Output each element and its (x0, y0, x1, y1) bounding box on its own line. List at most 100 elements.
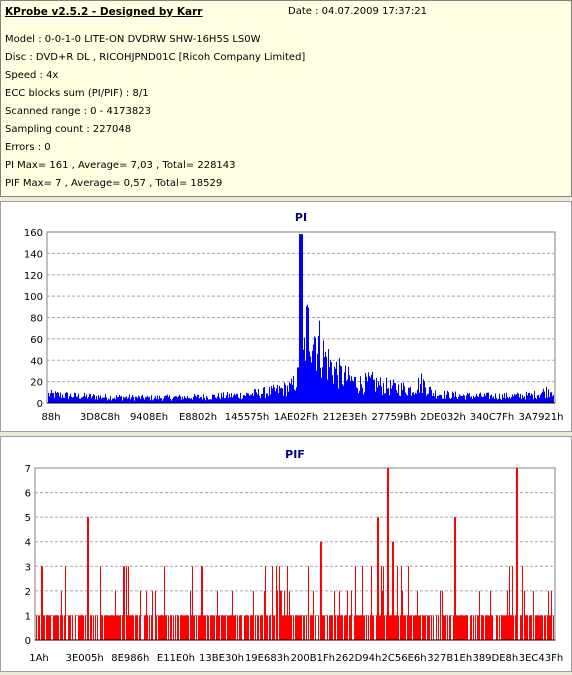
pi-bar (268, 396, 269, 403)
pi-bar (87, 398, 88, 403)
pif-bar (354, 615, 355, 640)
pif-bar (178, 615, 179, 640)
pi-bar (62, 394, 63, 403)
pi-bar (333, 383, 334, 403)
pif-bar (285, 615, 286, 640)
pi-bar (435, 390, 436, 403)
pif-bar (429, 615, 430, 640)
pi-bar (145, 397, 146, 403)
pi-bar (63, 397, 64, 403)
pif-bar (253, 590, 254, 640)
pif-bar (531, 615, 532, 640)
pi-bar (439, 395, 440, 403)
pif-bar (496, 615, 497, 640)
pi-bar (431, 390, 432, 403)
pif-bar (247, 615, 248, 640)
pif-bar (346, 615, 347, 640)
pi-bar (79, 398, 80, 403)
pi-bar (109, 399, 110, 403)
pi-bar (182, 396, 183, 403)
speed-line: Speed : 4x (5, 70, 59, 81)
pif-bar (262, 615, 263, 640)
pi-bar (259, 395, 260, 403)
pif-bar (221, 615, 222, 640)
pif-bar (183, 615, 184, 640)
pi-bar (491, 394, 492, 403)
pi-bar (302, 234, 303, 403)
pi-bar (535, 397, 536, 403)
pif-bar (269, 615, 270, 640)
pi-bar (448, 392, 449, 403)
pif-bar (135, 615, 136, 640)
pi-bar (530, 395, 531, 403)
pif-bar (283, 615, 284, 640)
pif-bar (170, 615, 171, 640)
pif-bar (266, 615, 267, 640)
y-tick-label: 5 (25, 513, 31, 524)
pif-bar (501, 615, 502, 640)
pi-bar (209, 399, 210, 403)
pif-bar (79, 615, 80, 640)
pi-bar (548, 389, 549, 403)
errors-line: Errors : 0 (5, 142, 51, 153)
pi-bar (378, 381, 379, 403)
pif-bar (139, 615, 140, 640)
pif-bar (83, 615, 84, 640)
pi-bar (550, 392, 551, 403)
pif-bar (106, 615, 107, 640)
pi-bar (73, 396, 74, 403)
pi-bar (329, 367, 330, 403)
pi-bar (57, 391, 58, 403)
pi-bar (334, 366, 335, 403)
pif-bar (323, 615, 324, 640)
pi-bar (158, 399, 159, 403)
pi-bar (83, 396, 84, 403)
pi-bar (269, 387, 270, 403)
pif-bar (152, 590, 153, 640)
pi-bar (142, 394, 143, 403)
pif-bar (329, 615, 330, 640)
pi-bar (56, 393, 57, 403)
pi-bar (254, 389, 255, 403)
pi-bar (258, 389, 259, 403)
pi-bar (411, 395, 412, 403)
pi-bar (313, 344, 314, 403)
pi-bar (173, 397, 174, 403)
pi-bar (96, 396, 97, 403)
pi-bar (461, 396, 462, 403)
pif-bar (445, 615, 446, 640)
x-tick-label: 262D94h (336, 653, 382, 664)
pi-bar (452, 391, 453, 403)
pif-bar (332, 615, 333, 640)
pi-bar (459, 394, 460, 403)
pif-bar (219, 615, 220, 640)
pi-bar (307, 304, 308, 403)
pi-bar (154, 398, 155, 403)
pi-bar (526, 391, 527, 403)
pi-bar (374, 379, 375, 403)
pif-bar (166, 615, 167, 640)
pif-bar (396, 615, 397, 640)
pi-bar (228, 397, 229, 403)
pif-bar (36, 615, 37, 640)
pi-bar (234, 393, 235, 403)
pif-bar (537, 615, 538, 640)
pi-bar (212, 394, 213, 403)
pif-bar (232, 590, 233, 640)
pif-bar (360, 615, 361, 640)
pif-bar (483, 615, 484, 640)
pi-bar (149, 396, 150, 403)
pi-bar (252, 393, 253, 403)
pi-bar (498, 398, 499, 403)
pif-bar (145, 615, 146, 640)
pi-bar (102, 397, 103, 403)
pif-bar (279, 566, 280, 640)
pi-bar (528, 392, 529, 403)
pi-bar (306, 306, 307, 403)
pi-bar (126, 396, 127, 403)
pi-bar (349, 375, 350, 403)
pi-bar (549, 397, 550, 403)
pif-bar (289, 590, 290, 640)
pi-bar (359, 390, 360, 403)
x-tick-label: 2DE032h (420, 412, 466, 423)
